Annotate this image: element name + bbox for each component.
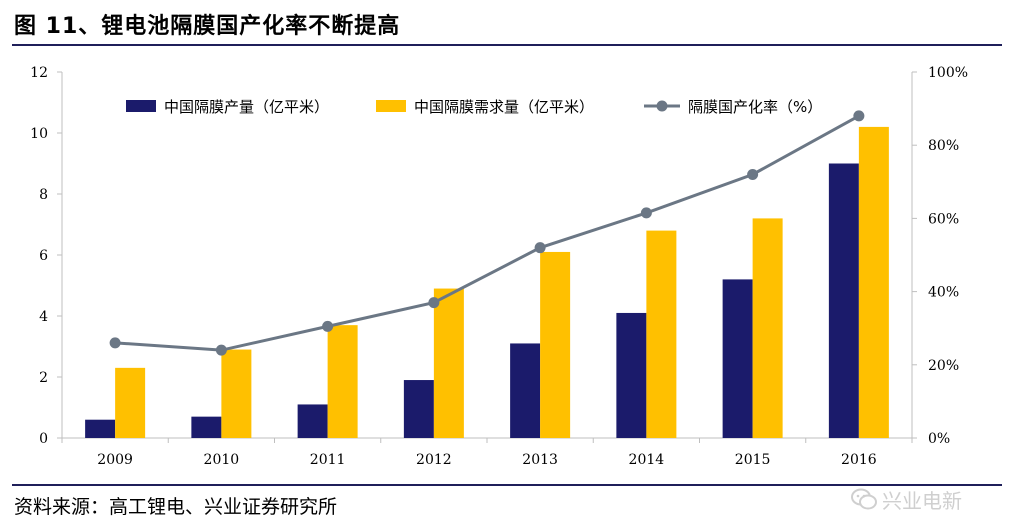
bar-demand [433,288,464,438]
rate-point [215,344,227,356]
figure-header: 图 11、锂电池隔膜国产化率不断提高 [0,0,1012,46]
bar-demand [115,367,146,438]
bar-demand [221,349,252,438]
bar-demand [752,218,783,438]
bar-production [828,163,859,438]
wechat-icon [851,488,877,510]
rate-point [853,110,865,122]
legend-label-demand: 中国隔膜需求量（亿平米） [414,98,594,116]
rate-point [428,297,440,309]
bar-demand [858,126,889,439]
right-tick-label: 60% [928,211,959,227]
rate-point [534,242,546,254]
figure-title: 图 11、锂电池隔膜国产化率不断提高 [14,14,401,39]
watermark-text: 兴业电新 [882,488,962,513]
x-tick-label: 2015 [735,452,771,468]
x-tick-label: 2016 [841,452,877,468]
bar-production [297,404,328,438]
legend-swatch-production [126,100,156,112]
x-tick-label: 2010 [204,452,240,468]
bar-production [85,419,116,438]
bar-production [510,343,541,438]
title-divider [12,44,1002,46]
x-tick-label: 2011 [310,452,346,468]
left-tick-label: 8 [39,187,48,203]
x-tick-label: 2012 [416,452,452,468]
bar-demand [646,230,677,438]
legend-label-production: 中国隔膜产量（亿平米） [164,98,329,116]
footer-divider [12,484,1002,486]
right-tick-label: 100% [928,65,968,81]
right-tick-label: 20% [928,358,959,374]
x-tick-label: 2013 [522,452,558,468]
source-note: 资料来源：高工锂电、兴业证券研究所 [14,496,338,518]
bar-production [403,380,434,438]
chart: 0 2 4 6 8 10 12 0% 20% 40% 60% 80% 100% 2009 2010 2011 2… [30,65,968,468]
bar-production [616,312,647,438]
bar-production [191,416,222,438]
rate-point [640,207,652,219]
legend-label-rate: 隔膜国产化率（%） [688,98,822,116]
figure-footer: 资料来源：高工锂电、兴业证券研究所 兴业电新 [0,478,1012,528]
rate-point [322,320,334,332]
x-tick-label: 2014 [629,452,665,468]
legend-swatch-demand [376,100,406,112]
rate-point [109,337,121,349]
rate-line [115,114,860,352]
left-tick-label: 2 [39,370,48,386]
left-tick-label: 12 [30,65,48,81]
bar-production [722,279,753,438]
bar-demand [540,251,571,438]
x-tick-label: 2009 [97,452,133,468]
right-tick-label: 40% [928,285,959,301]
watermark: 兴业电新 [850,484,962,514]
left-tick-label: 0 [39,431,48,447]
legend-marker-rate [656,100,668,112]
left-tick-label: 6 [39,248,48,264]
left-tick-label: 4 [39,309,48,325]
rate-point [747,168,759,180]
right-tick-label: 80% [928,138,959,154]
right-tick-label: 0% [928,431,950,447]
bar-demand [327,325,358,438]
left-tick-label: 10 [30,126,48,142]
